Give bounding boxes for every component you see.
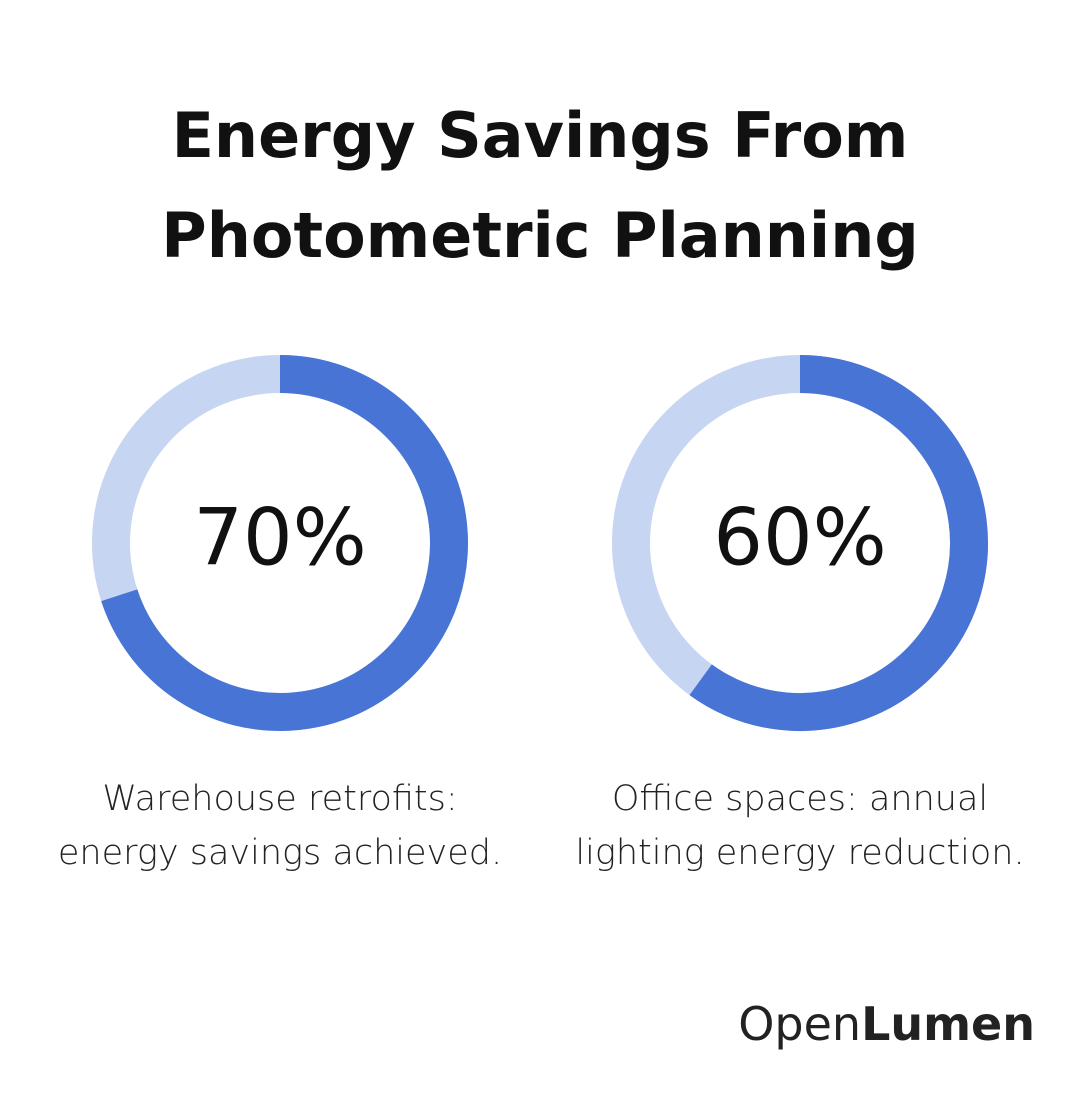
donut-arc (101, 355, 468, 731)
caption-line: energy savings achieved. (58, 833, 502, 873)
caption-line: Office spaces: annual (612, 779, 988, 819)
brand-name: Lumen (861, 997, 1035, 1051)
brand-logo: OpenLumen (738, 997, 1035, 1051)
title-line: Photometric Planning (161, 199, 918, 272)
title-line: Energy Savings From (172, 99, 909, 172)
value-label: 70% (193, 493, 366, 583)
caption-line: lighting energy reduction. (575, 833, 1024, 873)
value-label: 60% (713, 493, 886, 583)
caption-line: Warehouse retrofits: (102, 779, 457, 819)
brand-prefix: Open (738, 997, 861, 1051)
donut-arc (689, 355, 988, 731)
